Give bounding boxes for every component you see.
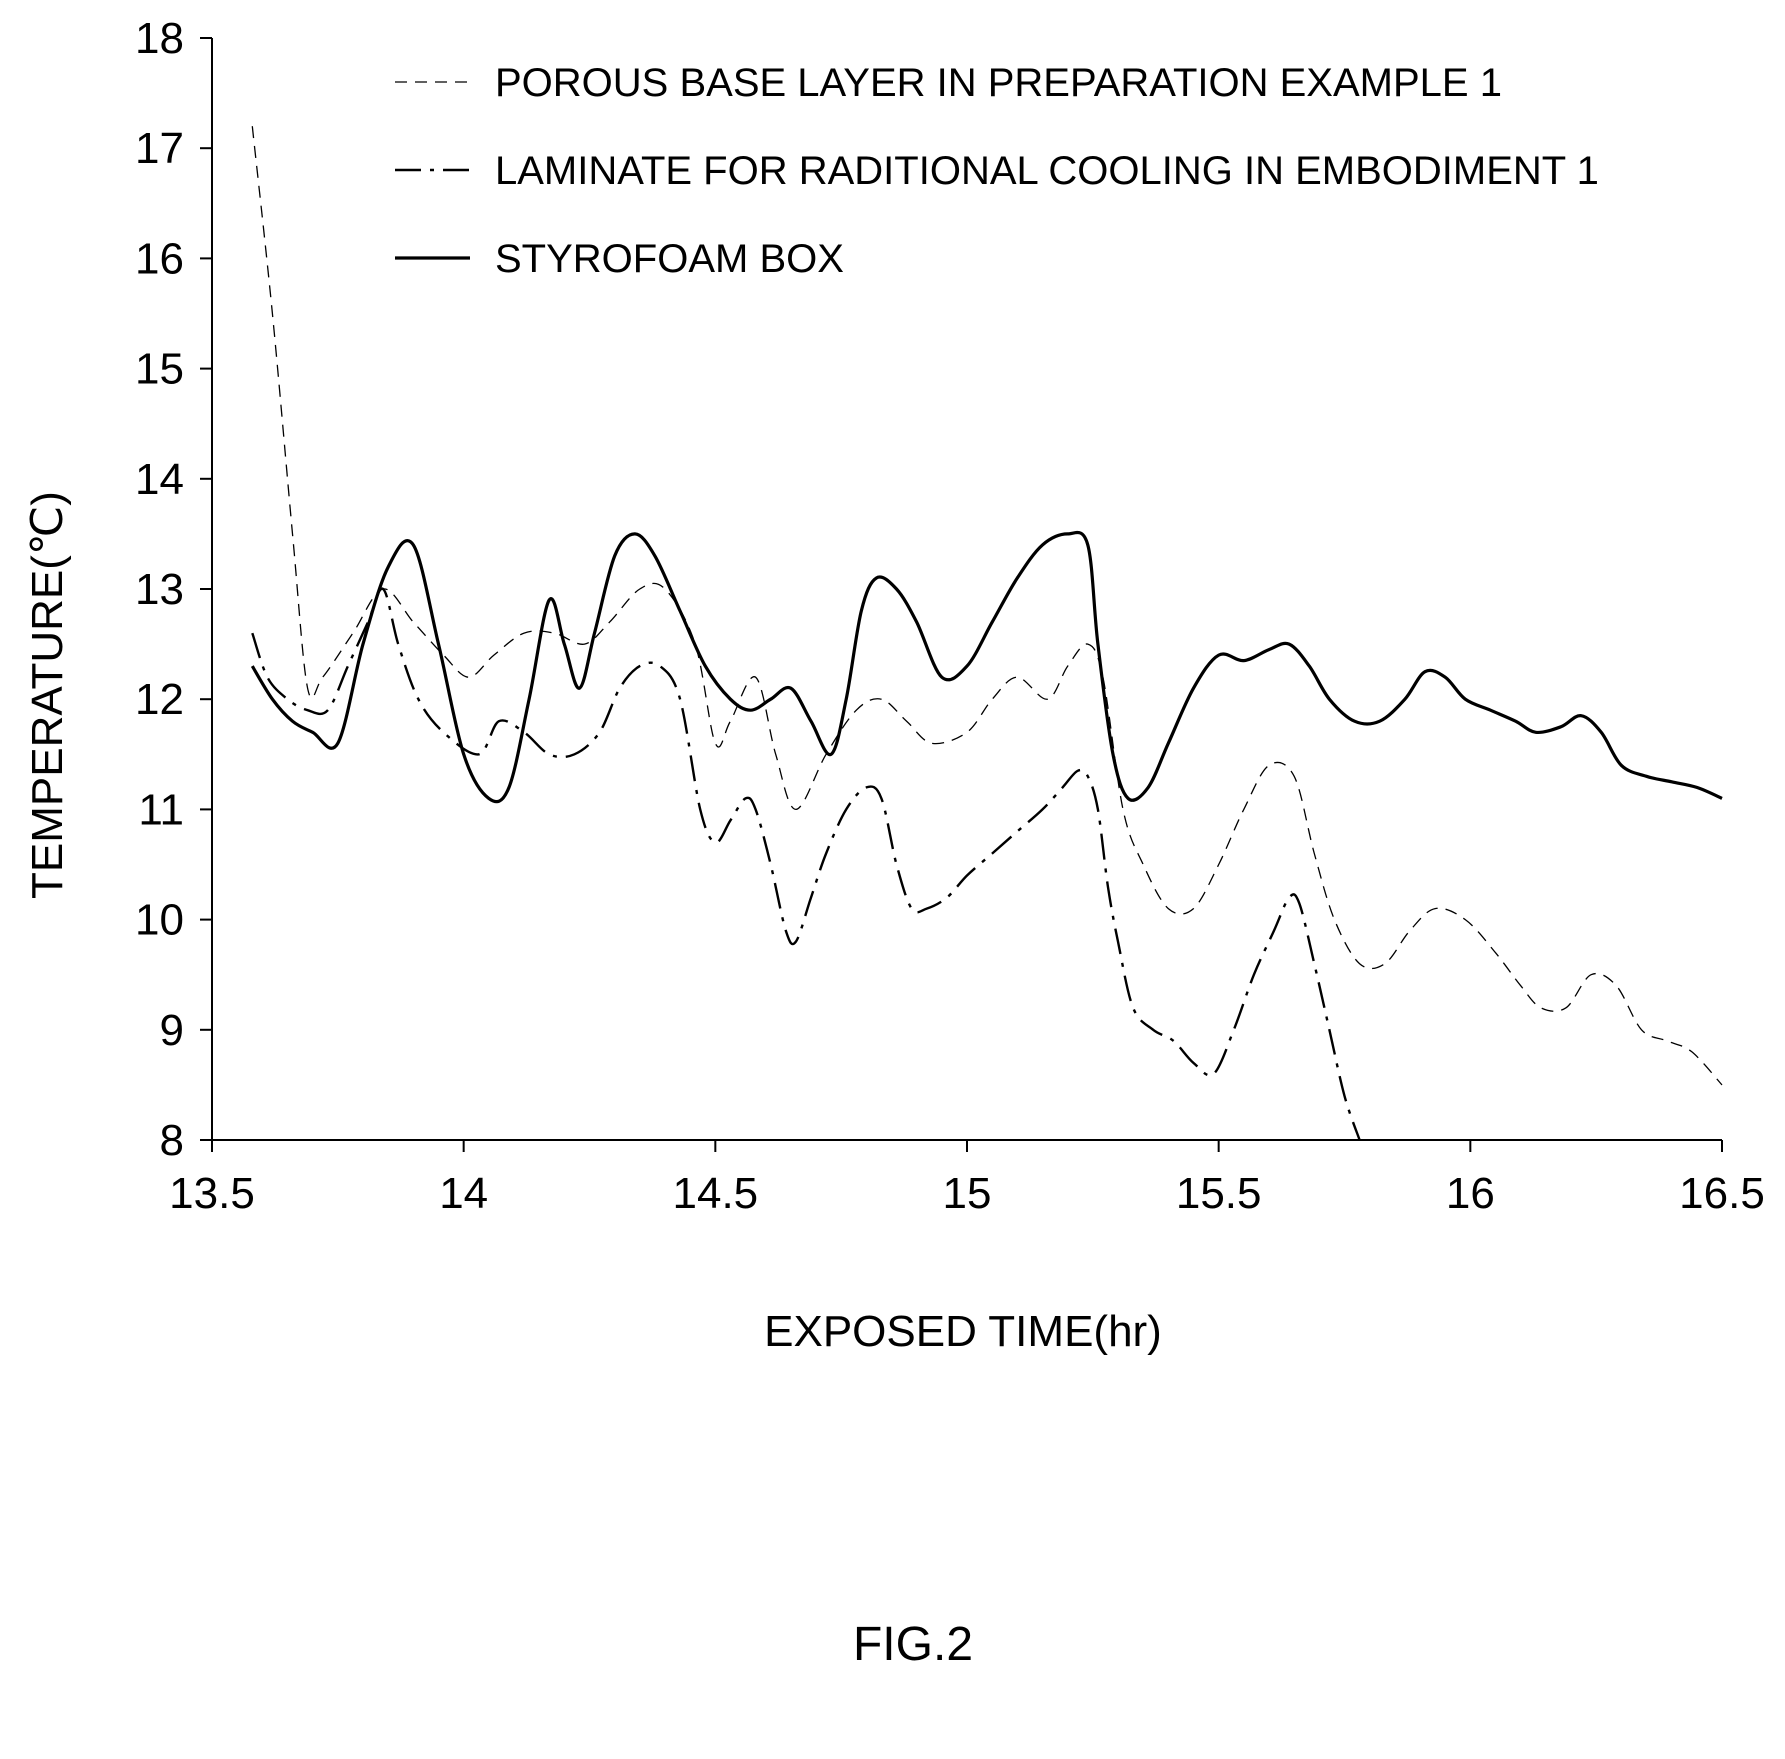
- x-tick-label: 16.5: [1679, 1169, 1765, 1218]
- y-tick-label: 8: [160, 1116, 184, 1165]
- x-tick-label: 14: [439, 1169, 488, 1218]
- series-layer: [250, 126, 1723, 1140]
- legend: POROUS BASE LAYER IN PREPARATION EXAMPLE…: [395, 61, 1599, 281]
- y-tick-label: 14: [135, 455, 184, 504]
- series-line-2: [251, 587, 1361, 1140]
- series-line-1: [251, 126, 1723, 1086]
- x-tick-label: 15: [943, 1169, 992, 1218]
- y-tick-label: 16: [135, 234, 184, 283]
- x-tick-label: 14.5: [673, 1169, 759, 1218]
- legend-label-2: LAMINATE FOR RADITIONAL COOLING IN EMBOD…: [495, 149, 1599, 193]
- x-tick-label: 15.5: [1176, 1169, 1262, 1218]
- legend-label-1: POROUS BASE LAYER IN PREPARATION EXAMPLE…: [495, 61, 1502, 105]
- y-tick-label: 13: [135, 565, 184, 614]
- y-tick-label: 18: [135, 14, 184, 63]
- figure-label: FIG.2: [853, 1618, 973, 1671]
- x-tick-label: 13.5: [169, 1169, 255, 1218]
- axes: 8 9 10 11 12 13 14 15 16 17 18 13.5 14 14.5 15 15.5 16 16…: [135, 14, 1765, 1218]
- x-axis-label: EXPOSED TIME(hr): [764, 1307, 1162, 1356]
- y-tick-label: 11: [138, 785, 184, 834]
- y-tick-label: 15: [135, 345, 184, 394]
- series-line-3: [250, 530, 1723, 804]
- y-tick-label: 12: [135, 675, 184, 724]
- legend-label-3: STYROFOAM BOX: [495, 237, 844, 281]
- x-tick-label: 16: [1446, 1169, 1495, 1218]
- y-tick-label: 17: [135, 124, 184, 173]
- y-tick-label: 9: [160, 1006, 184, 1055]
- y-axis-label: TEMPERATURE(℃): [23, 491, 72, 899]
- y-tick-label: 10: [135, 896, 184, 945]
